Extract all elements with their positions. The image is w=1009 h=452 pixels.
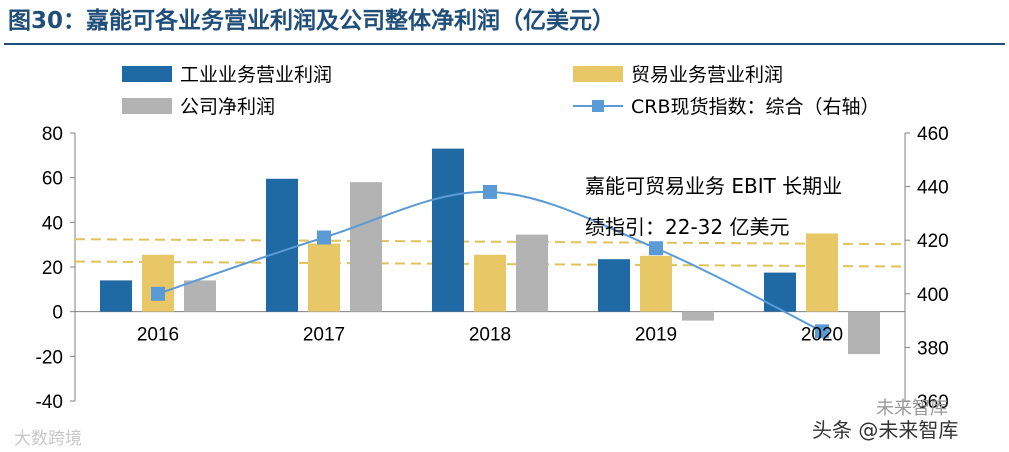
left-tick-label: -20 xyxy=(36,347,63,368)
legend-swatch-0 xyxy=(122,66,172,82)
crb-marker-0 xyxy=(151,286,165,301)
right-tick-label: 420 xyxy=(917,231,949,252)
annotation-line1: 嘉能可贸易业务 EBIT 长期业 xyxy=(585,174,842,198)
watermark-right: 头条 @未来智库 xyxy=(812,418,959,442)
left-tick-label: 20 xyxy=(42,258,63,279)
legend-marker-3 xyxy=(592,100,604,112)
bar-1-2 xyxy=(474,254,506,312)
bar-1-4 xyxy=(806,233,838,312)
watermark-right-top: 未来智库 xyxy=(876,398,948,419)
crb-marker-4 xyxy=(815,324,829,339)
reference-lines xyxy=(74,238,906,268)
axis-labels: 80 60 40 20 0 -20 -40 460 440 420 400 380 360 2016 201… xyxy=(36,124,949,413)
left-tick-label: 80 xyxy=(42,124,63,145)
right-tick-label: 380 xyxy=(917,338,949,359)
bar-2-0 xyxy=(184,280,216,312)
right-tick-label: 400 xyxy=(917,285,949,306)
bars xyxy=(100,148,880,355)
category-label: 2016 xyxy=(137,325,179,346)
left-tick-label: 40 xyxy=(42,213,63,234)
legend-label-1: 贸易业务营业利润 xyxy=(631,64,783,86)
right-tick-label: 360 xyxy=(917,392,949,413)
category-label: 2020 xyxy=(801,325,843,346)
bar-0-2 xyxy=(432,148,464,312)
title-rule xyxy=(4,43,1005,45)
right-tick-label: 460 xyxy=(917,124,949,145)
bar-0-3 xyxy=(598,259,630,312)
figure-title: 图30：嘉能可各业务营业利润及公司整体净利润（亿美元） xyxy=(8,8,616,34)
crb-line xyxy=(151,184,829,339)
right-tick-label: 440 xyxy=(917,178,949,199)
bar-1-1 xyxy=(308,243,340,312)
legend-swatch-2 xyxy=(122,98,172,114)
crb-marker-2 xyxy=(483,184,497,199)
bar-1-3 xyxy=(640,255,672,312)
crb-marker-1 xyxy=(317,230,331,245)
bar-2-4 xyxy=(848,311,880,355)
crb-marker-3 xyxy=(649,241,663,256)
watermark-left: 大数跨境 xyxy=(14,429,82,449)
left-tick-label: 0 xyxy=(52,303,63,324)
bar-0-0 xyxy=(100,280,132,312)
legend-label-2: 公司净利润 xyxy=(180,96,275,118)
legend-label-3: CRB现货指数：综合（右轴） xyxy=(631,96,880,118)
category-label: 2017 xyxy=(303,325,345,346)
bar-2-3 xyxy=(682,311,714,321)
bar-1-0 xyxy=(142,254,174,312)
reference-line xyxy=(74,260,906,268)
bar-0-1 xyxy=(266,178,298,312)
category-label: 2019 xyxy=(635,325,677,346)
left-tick-label: 60 xyxy=(42,169,63,190)
bar-0-4 xyxy=(764,272,796,312)
category-label: 2018 xyxy=(469,325,511,346)
left-tick-label: -40 xyxy=(36,392,63,413)
legend-swatch-1 xyxy=(573,66,623,82)
reference-line xyxy=(74,238,906,246)
annotation-line2: 绩指引：22-32 亿美元 xyxy=(585,215,789,239)
legend-label-0: 工业业务营业利润 xyxy=(180,64,332,86)
bar-2-1 xyxy=(350,182,382,312)
bar-2-2 xyxy=(516,234,548,312)
